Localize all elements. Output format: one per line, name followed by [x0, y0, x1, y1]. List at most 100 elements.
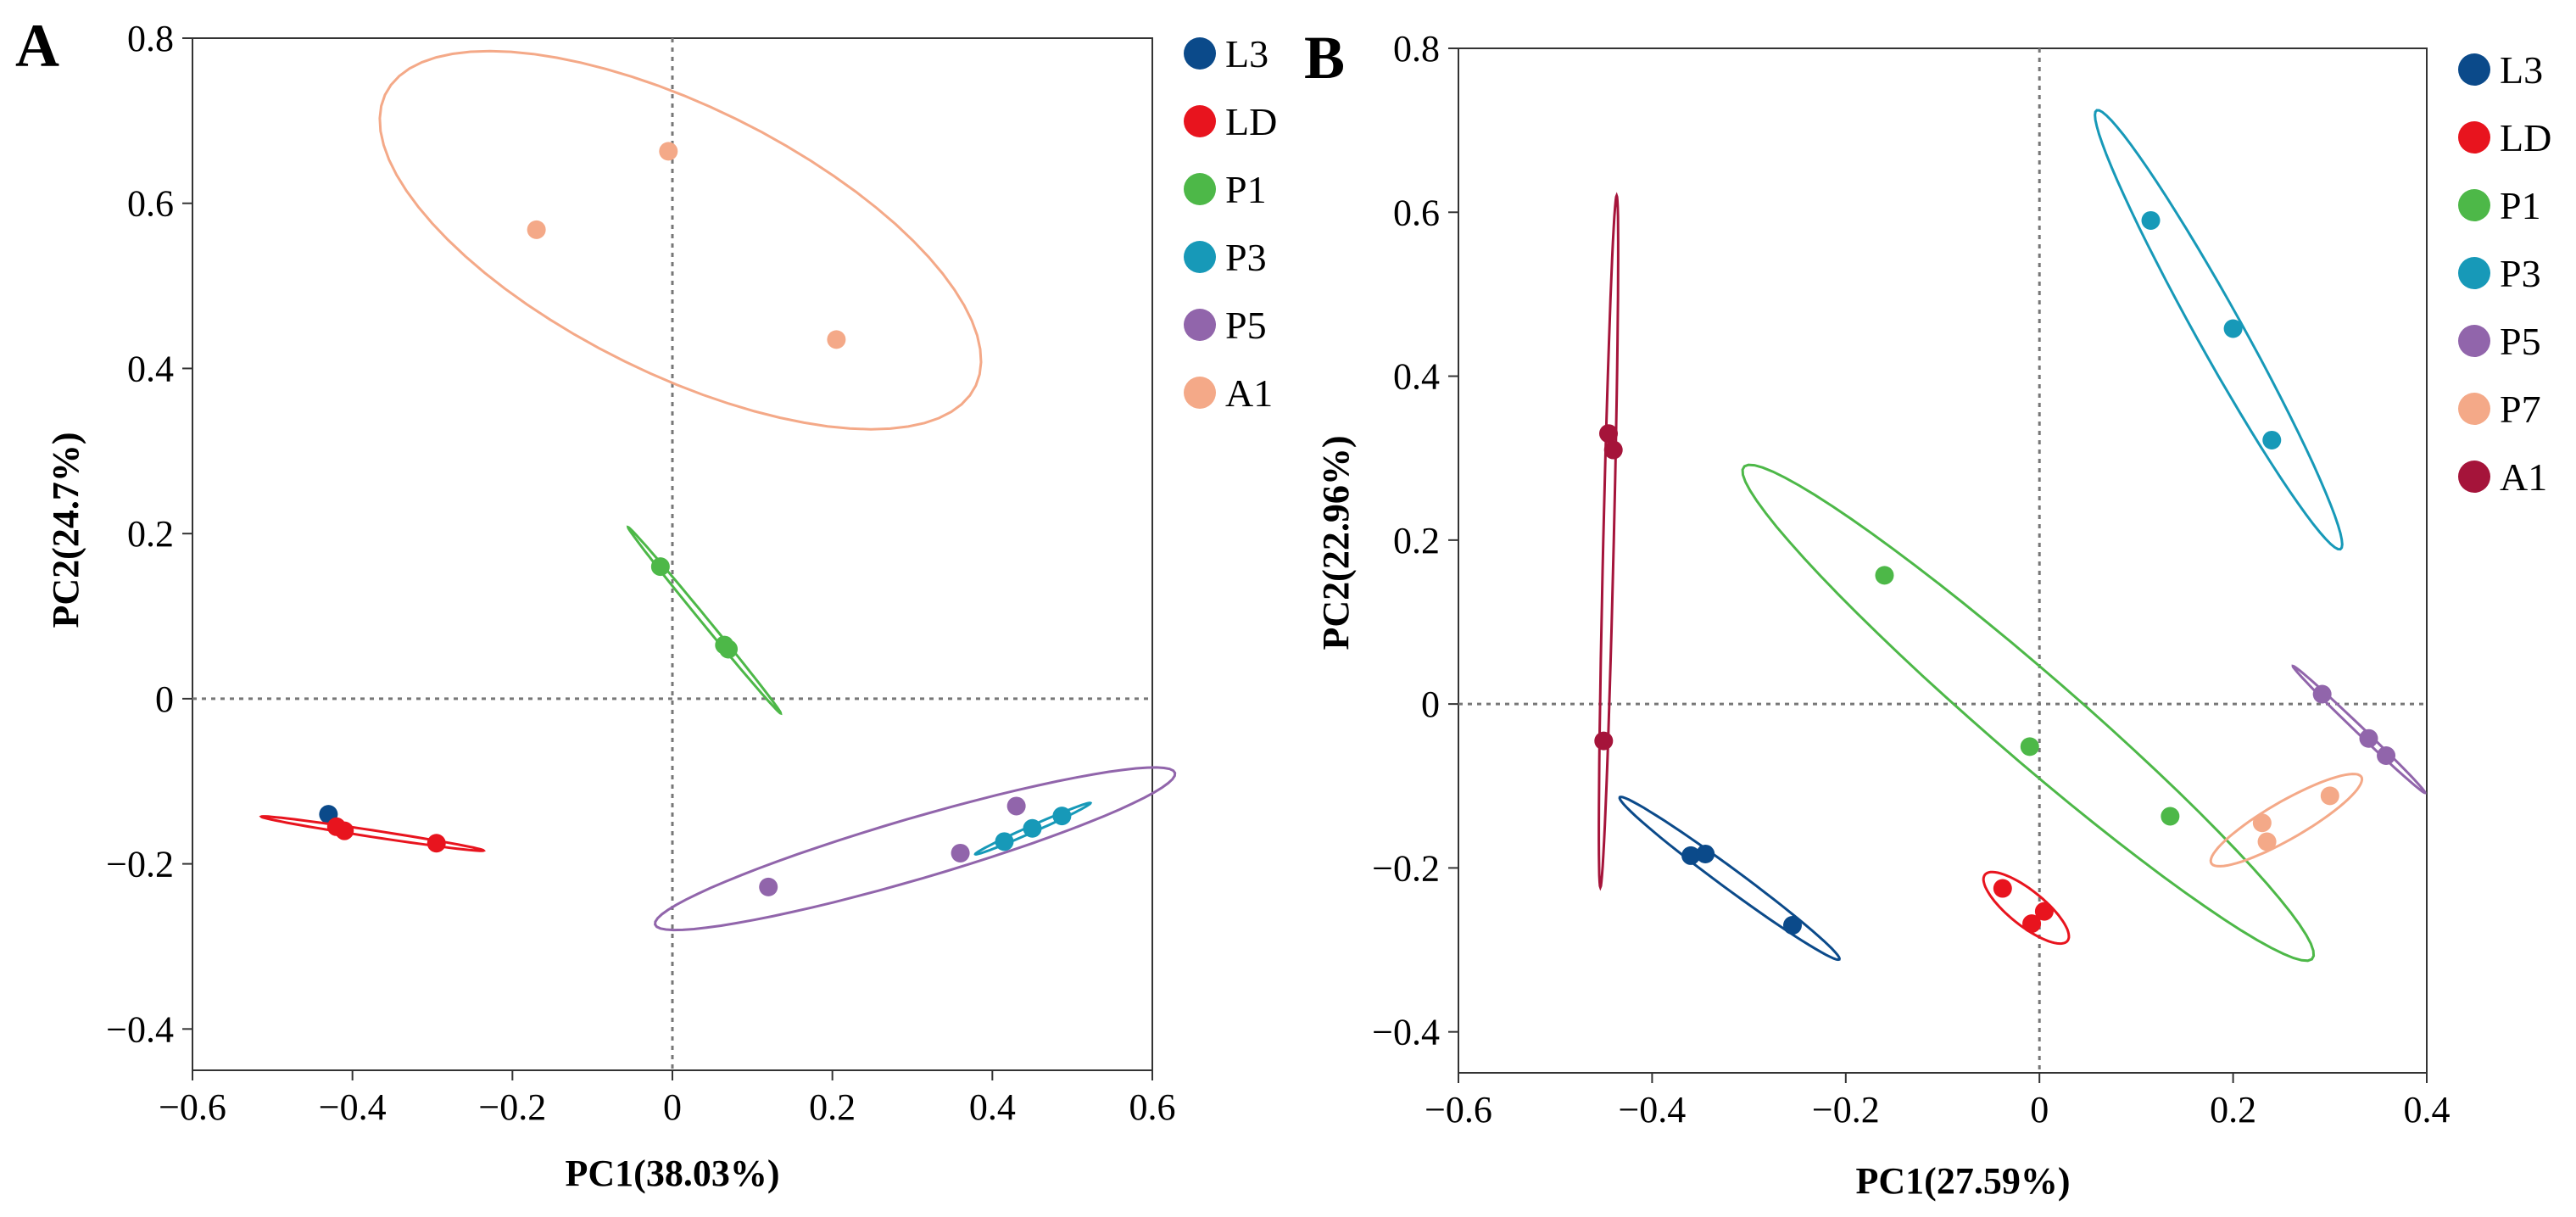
panel-b-legend-label-ld: LD [2500, 116, 2551, 159]
panel-a-point-p1 [719, 639, 739, 659]
panel-b-ellipse-l3 [1618, 796, 1841, 962]
panel-b-point-p5 [2377, 746, 2396, 766]
panel-b-point-p1 [2161, 807, 2180, 826]
panel-b-y-tick-label: −0.2 [1372, 847, 1440, 889]
panel-b-y-tick-label: 0.4 [1393, 356, 1440, 398]
panel-a-y-tick-label: −0.2 [106, 844, 174, 885]
panel-b-point-p7 [2320, 786, 2339, 806]
panel-b-point-l3 [1696, 844, 1715, 863]
panel-a-y-tick-label: 0.2 [127, 513, 174, 555]
panel-b-label: B [1304, 24, 1345, 92]
panel-a-point-p3 [1023, 818, 1042, 838]
panel-a-y-tick-label: 0.8 [127, 18, 174, 59]
panel-b-ellipse-p1 [1741, 463, 2316, 963]
panel-b-point-a1 [1594, 731, 1614, 751]
panel-a-y-tick-label: −0.4 [106, 1008, 174, 1050]
panel-b-y-tick-label: 0.6 [1393, 192, 1440, 233]
panel-a-legend-label-a1: A1 [1225, 371, 1273, 415]
panel-b-point-ld [1993, 879, 2012, 898]
panel-a-point-ld [427, 834, 446, 853]
panel-b-point-p5 [2359, 729, 2378, 748]
panel-a-point-a1 [527, 220, 546, 239]
panel-b-legend: L3 LD P1 P3 P5 P7 A1 [2458, 48, 2551, 499]
panel-a-legend-marker-ld [1184, 105, 1216, 137]
panel-a-y-tick-label: 0 [155, 678, 174, 720]
panel-a-ellipse-ld [259, 815, 486, 852]
panel-b-legend-label-l3: L3 [2500, 48, 2543, 92]
panel-b-point-p7 [2252, 813, 2272, 833]
panel-b-legend-label-p1: P1 [2500, 184, 2541, 227]
panel-b-ellipse-p3 [2094, 109, 2344, 551]
panel-a-legend-marker-l3 [1184, 37, 1216, 70]
panel-b-point-l3 [1782, 916, 1802, 935]
panel-a-x-tick-label: 0 [663, 1086, 682, 1128]
panel-a-legend-label-p3: P3 [1225, 236, 1267, 279]
panel-b-ellipse-p7 [2209, 773, 2364, 868]
panel-a-legend-label-ld: LD [1225, 100, 1277, 143]
panel-b-legend-marker-p1 [2458, 189, 2490, 221]
panel-b-legend-marker-p5 [2458, 325, 2490, 357]
panel-a-ellipse-a1 [378, 49, 983, 431]
panel-a-ellipse-p1 [626, 525, 783, 716]
panel-b-point-p5 [2312, 684, 2332, 704]
panel-b-y-tick-label: 0.2 [1393, 520, 1440, 561]
panel-a-x-tick-label: 0.4 [969, 1086, 1016, 1128]
panel-a-x-tick-label: 0.2 [809, 1086, 856, 1128]
panel-b-ellipse-ld [1982, 870, 2071, 946]
panel-b-point-p1 [1875, 566, 1894, 585]
panel-a-point-p1 [650, 557, 670, 577]
panel-b-y-tick-label: −0.4 [1372, 1012, 1440, 1053]
panel-a-point-p3 [1052, 807, 1072, 826]
panel-a-legend-marker-a1 [1184, 377, 1216, 409]
panel-a-point-p5 [951, 843, 970, 863]
panel-a-point-ld [335, 821, 354, 840]
panel-b-x-tick-label: −0.4 [1618, 1089, 1686, 1130]
panel-b-legend-marker-ld [2458, 121, 2490, 154]
panel-b: B PC1(27.59%) PC2(22.96%) −0.6 −0.4 −0.2 0 0… [1304, 24, 2551, 1202]
panel-a-y-tick-label: 0.4 [127, 348, 174, 389]
panel-a-point-p3 [995, 832, 1014, 851]
panel-a-x-tick-label: −0.6 [159, 1086, 226, 1128]
panel-b-legend-label-p3: P3 [2500, 252, 2541, 295]
panel-b-point-p1 [2020, 737, 2039, 756]
panel-b-legend-label-a1: A1 [2500, 455, 2547, 499]
panel-b-plot-frame [1458, 47, 2428, 1074]
panel-b-x-tick-label: −0.2 [1812, 1089, 1880, 1130]
panel-a-legend-marker-p1 [1184, 173, 1216, 205]
panel-b-point-p3 [2223, 319, 2243, 338]
panel-b-legend-marker-l3 [2458, 53, 2490, 86]
panel-b-legend-marker-p3 [2458, 257, 2490, 289]
panel-a-point-p5 [1006, 796, 1026, 816]
panel-b-point-l3 [1681, 846, 1701, 865]
panel-a: A PC1(38.03%) PC2(24.7%) −0.6 −0.4 −0.2 0 0.… [15, 12, 1277, 1194]
panel-b-plot: −0.6 −0.4 −0.2 0 0.2 0.4 −0.4 −0.2 0 0.2 0.4 0.6 0.8 [1372, 28, 2450, 1130]
panel-a-label: A [15, 12, 59, 80]
panel-a-x-tick-label: 0.6 [1129, 1086, 1176, 1128]
panel-a-x-tick-label: −0.2 [478, 1086, 546, 1128]
panel-b-point-ld [2022, 914, 2042, 934]
panel-b-x-tick-label: 0.4 [2404, 1089, 2451, 1130]
panel-b-y-tick-label: 0.8 [1393, 28, 1440, 70]
panel-b-x-tick-label: −0.6 [1425, 1089, 1492, 1130]
panel-a-y-axis-title: PC2(24.7%) [45, 433, 86, 628]
panel-b-point-p7 [2257, 832, 2277, 851]
panel-a-ellipse-p5 [654, 766, 1177, 932]
panel-a-legend-label-p5: P5 [1225, 304, 1267, 347]
panel-a-point-a1 [659, 142, 678, 161]
panel-b-point-ld [2034, 902, 2054, 921]
panel-b-point-a1 [1599, 424, 1619, 444]
panel-b-point-p3 [2262, 430, 2282, 449]
panel-a-point-p5 [759, 877, 778, 896]
panel-a-legend-marker-p5 [1184, 309, 1216, 341]
panel-b-y-axis-title: PC2(22.96%) [1315, 436, 1357, 650]
panel-a-legend-label-l3: L3 [1225, 32, 1268, 75]
panel-b-y-tick-label: 0 [1421, 684, 1440, 725]
panel-a-legend-label-p1: P1 [1225, 168, 1267, 211]
panel-b-x-tick-label: 0 [2030, 1089, 2049, 1130]
panel-a-legend: L3 LD P1 P3 P5 A1 [1184, 32, 1277, 415]
panel-b-point-a1 [1603, 440, 1623, 460]
panel-a-x-axis-title: PC1(38.03%) [566, 1153, 780, 1194]
panel-a-y-tick-label: 0.6 [127, 183, 174, 225]
